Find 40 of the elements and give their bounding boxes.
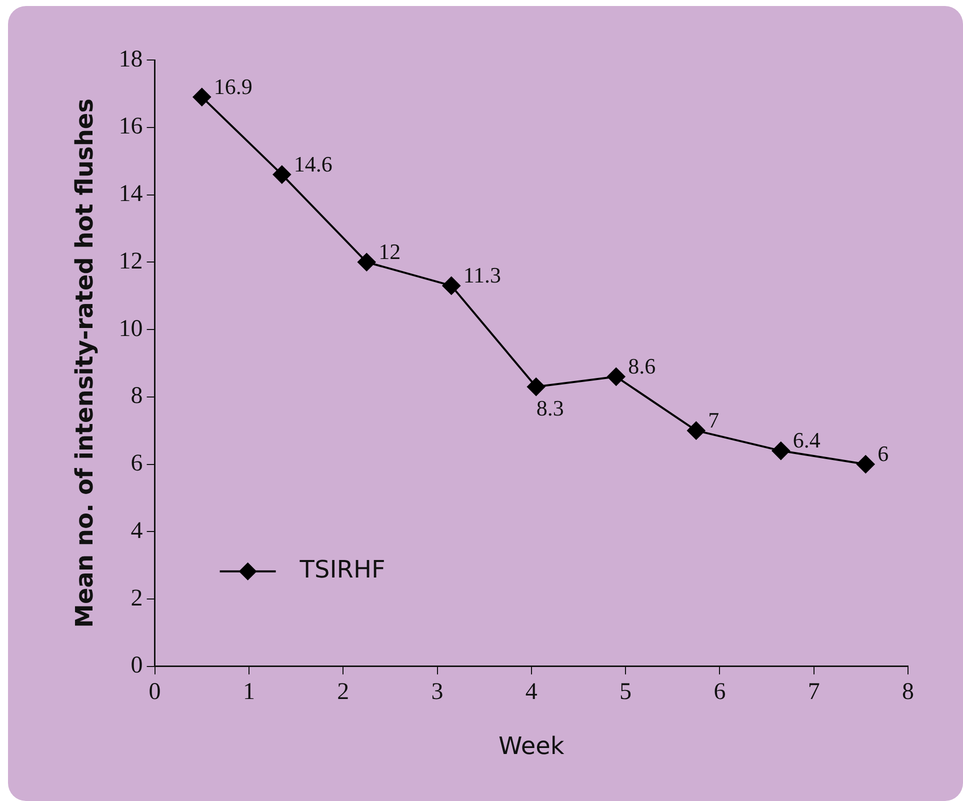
x-tick-label: 3	[431, 679, 444, 706]
y-tick-label: 8	[130, 383, 143, 410]
x-axis-title: Week	[498, 732, 564, 760]
x-tick-label: 6	[714, 679, 726, 706]
data-label: 7	[708, 407, 720, 432]
point	[192, 88, 211, 106]
x-tick-label: 1	[242, 679, 255, 706]
y-tick-label: 2	[130, 585, 143, 612]
y-tick-label: 12	[118, 248, 143, 274]
x-tick-label: 4	[525, 679, 538, 706]
data-label: 6	[878, 441, 889, 466]
legend-label: TSIRHF	[298, 556, 386, 584]
data-label: 16.9	[214, 74, 252, 99]
data-label: 12	[378, 238, 401, 264]
point	[687, 422, 706, 440]
x-tick-label: 5	[620, 679, 632, 706]
y-tick-label: 18	[118, 46, 143, 72]
data-label: 11.3	[463, 262, 502, 288]
x-tick-label: 7	[808, 679, 820, 706]
point	[358, 253, 376, 272]
y-tick-label: 6	[130, 450, 143, 477]
y-tick-label: 0	[130, 652, 143, 679]
point	[772, 442, 790, 460]
y-tick-label: 4	[130, 518, 143, 544]
x-tick-label: 0	[148, 679, 161, 706]
point	[272, 166, 291, 184]
data-label: 8.6	[628, 353, 656, 378]
y-tick-label: 10	[118, 316, 143, 342]
point	[442, 276, 460, 295]
data-label: 8.3	[536, 396, 564, 421]
point	[856, 455, 875, 474]
x-tick-label: 8	[902, 679, 914, 706]
point	[607, 368, 626, 386]
y-tick-label: 16	[118, 114, 143, 140]
y-axis-title: Mean no. of intensity-rated hot flushes	[70, 98, 99, 628]
data-label: 6.4	[792, 428, 820, 453]
x-tick-label: 2	[337, 679, 350, 706]
data-label: 14.6	[294, 151, 332, 176]
point	[527, 378, 546, 396]
y-tick-label: 14	[118, 181, 143, 208]
